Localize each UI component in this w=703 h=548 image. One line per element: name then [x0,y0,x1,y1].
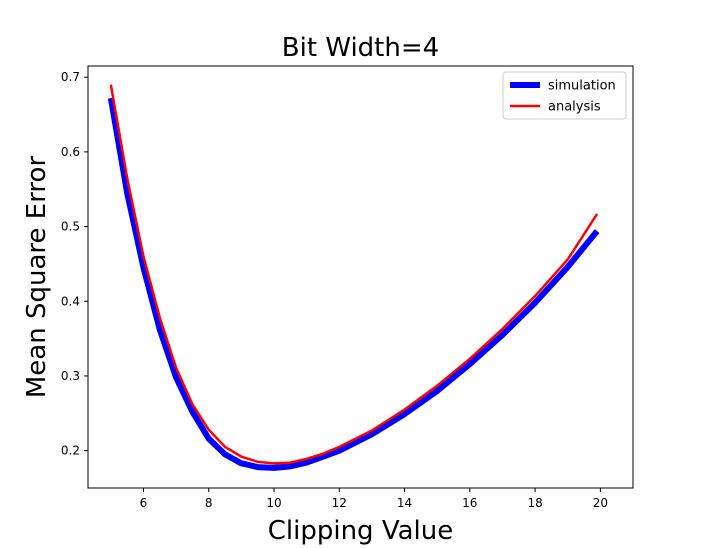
series-line-simulation [107,97,600,471]
axes-frame [87,65,634,489]
legend-label-simulation: simulation [548,79,616,94]
y-tick-label: 0.3 [61,369,80,383]
x-tick-label: 18 [527,496,542,510]
chart-title: Bit Width=4 [282,33,439,63]
y-tick-label: 0.7 [61,70,80,84]
x-tick-label: 16 [462,496,477,510]
y-tick-label: 0.5 [61,220,80,234]
x-tick-label: 12 [332,496,347,510]
y-tick-label: 0.6 [61,145,80,159]
x-tick-label: 10 [266,496,281,510]
series-line-analysis [109,84,599,465]
x-tick-label: 8 [205,496,213,510]
x-axis-title: Clipping Value [268,516,453,546]
legend: simulation analysis [502,71,627,120]
y-tick-label: 0.4 [61,294,80,308]
x-tick-label: 6 [140,496,148,510]
legend-label-analysis: analysis [548,100,601,115]
x-tick-label: 20 [593,496,608,510]
y-tick-label: 0.2 [61,444,80,458]
y-axis-title: Mean Square Error [22,156,52,399]
plot-area: 6 8 10 12 14 16 18 20 0.2 0.3 0.4 0.5 0.6 0.7 Bit Widt… [22,33,634,546]
x-tick-label: 14 [397,496,412,510]
